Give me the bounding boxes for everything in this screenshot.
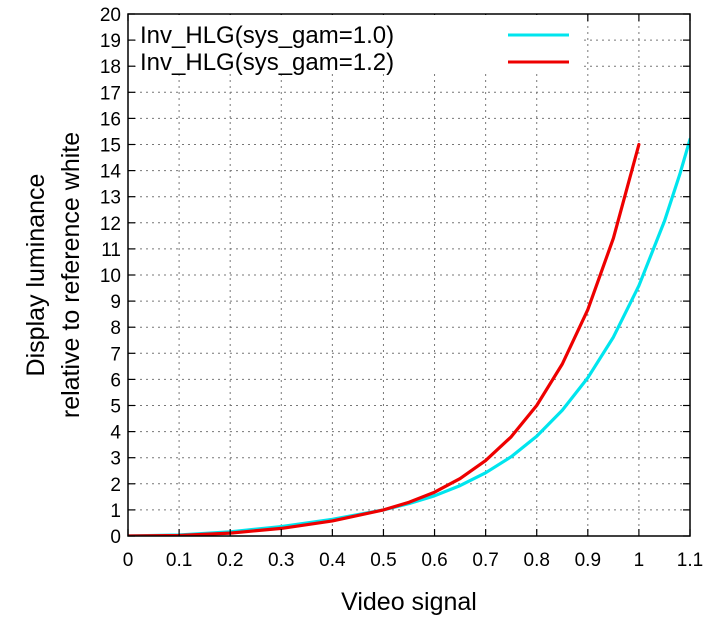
y-tick-label: 0: [110, 527, 121, 548]
y-tick-label: 9: [110, 292, 121, 313]
y-tick-label: 1: [110, 501, 121, 522]
legend-label-gam-1-2: Inv_HLG(sys_gam=1.2): [140, 49, 394, 76]
y-tick-label: 11: [101, 240, 121, 261]
series-line-1: [128, 142, 641, 536]
x-axis-title: Video signal: [341, 588, 477, 616]
series-line-0: [128, 137, 690, 536]
x-tick-label: 0.8: [524, 550, 550, 571]
y-axis-title-line-1: Display luminance: [22, 174, 50, 377]
y-tick-label: 10: [100, 266, 121, 287]
x-tick-label: 0.2: [217, 550, 243, 571]
y-tick-label: 15: [100, 136, 121, 157]
y-tick-label: 18: [100, 57, 121, 78]
axis-ticks: 0 0.1 0.2 0.3 0.4 0.5 0.6 0.7 0.8 0.9 1 1.101234567…: [100, 5, 703, 571]
x-tick-label: 0.3: [268, 550, 294, 571]
y-axis-title-line-2: relative to reference white: [57, 132, 85, 418]
y-tick-label: 4: [110, 423, 121, 444]
y-tick-label: 6: [110, 370, 121, 391]
x-tick-label: 1: [634, 550, 645, 571]
y-tick-label: 8: [110, 318, 121, 339]
y-tick-label: 2: [110, 475, 121, 496]
legend: Inv_HLG(sys_gam=1.0) Inv_HLG(sys_gam=1.2…: [136, 15, 581, 76]
grid-lines: [128, 14, 690, 536]
y-tick-label: 17: [100, 83, 121, 104]
y-tick-label: 7: [110, 344, 121, 365]
y-tick-label: 20: [100, 5, 121, 26]
x-tick-label: 0.6: [421, 550, 447, 571]
y-tick-label: 16: [100, 109, 121, 130]
y-tick-label: 19: [100, 31, 121, 52]
y-tick-label: 3: [110, 449, 121, 470]
x-tick-label: 0.5: [370, 550, 396, 571]
y-tick-label: 13: [100, 188, 121, 209]
x-tick-label: 0.7: [472, 550, 498, 571]
x-tick-label: 0: [123, 550, 134, 571]
x-tick-label: 1.1: [677, 550, 703, 571]
x-tick-label: 0.1: [166, 550, 192, 571]
legend-background: [136, 15, 581, 73]
series-lines: [128, 137, 690, 536]
x-tick-label: 0.4: [319, 550, 346, 571]
x-tick-label: 0.9: [575, 550, 601, 571]
legend-label-gam-1-0: Inv_HLG(sys_gam=1.0): [140, 22, 394, 49]
y-tick-label: 12: [100, 214, 121, 235]
y-tick-label: 14: [100, 162, 122, 183]
y-tick-label: 5: [110, 397, 121, 418]
